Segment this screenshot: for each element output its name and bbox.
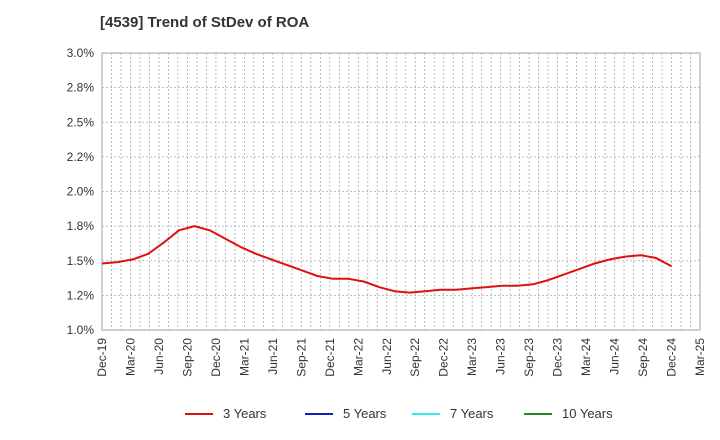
x-tick-label: Sep-22	[408, 338, 422, 377]
y-tick-label: 1.5%	[67, 254, 95, 268]
x-tick-label: Mar-20	[123, 338, 137, 376]
x-tick-label: Dec-23	[551, 338, 565, 377]
y-tick-label: 3.0%	[67, 46, 95, 60]
x-tick-label: Dec-19	[95, 338, 109, 377]
x-tick-label: Jun-22	[380, 338, 394, 375]
x-tick-label: Sep-21	[294, 338, 308, 377]
y-tick-label: 1.2%	[67, 288, 95, 302]
x-tick-label: Sep-23	[522, 338, 536, 377]
y-tick-label: 2.2%	[67, 150, 95, 164]
x-tick-label: Dec-24	[665, 338, 679, 377]
x-tick-label: Jun-23	[494, 338, 508, 375]
chart-title: [4539] Trend of StDev of ROA	[100, 14, 310, 31]
x-tick-label: Jun-24	[608, 338, 622, 375]
legend-label-3: 10 Years	[562, 406, 613, 421]
x-tick-label: Jun-21	[266, 338, 280, 375]
x-tick-label: Mar-23	[465, 338, 479, 376]
y-tick-label: 1.8%	[67, 219, 95, 233]
x-tick-label: Sep-24	[636, 338, 650, 377]
x-tick-label: Dec-20	[209, 338, 223, 377]
legend-label-2: 7 Years	[450, 406, 494, 421]
x-tick-label: Mar-24	[579, 338, 593, 376]
x-tick-label: Mar-22	[351, 338, 365, 376]
legend-label-1: 5 Years	[343, 406, 387, 421]
y-tick-label: 2.5%	[67, 115, 95, 129]
x-tick-label: Dec-21	[323, 338, 337, 377]
x-tick-label: Mar-25	[693, 338, 707, 376]
series-line-0	[101, 225, 672, 294]
legend-label-0: 3 Years	[223, 406, 267, 421]
y-tick-label: 1.0%	[67, 323, 95, 337]
y-tick-label: 2.0%	[67, 185, 95, 199]
x-tick-label: Dec-22	[437, 338, 451, 377]
x-tick-label: Jun-20	[152, 338, 166, 375]
y-tick-label: 2.8%	[67, 81, 95, 95]
x-tick-label: Sep-20	[180, 338, 194, 377]
x-tick-label: Mar-21	[237, 338, 251, 376]
